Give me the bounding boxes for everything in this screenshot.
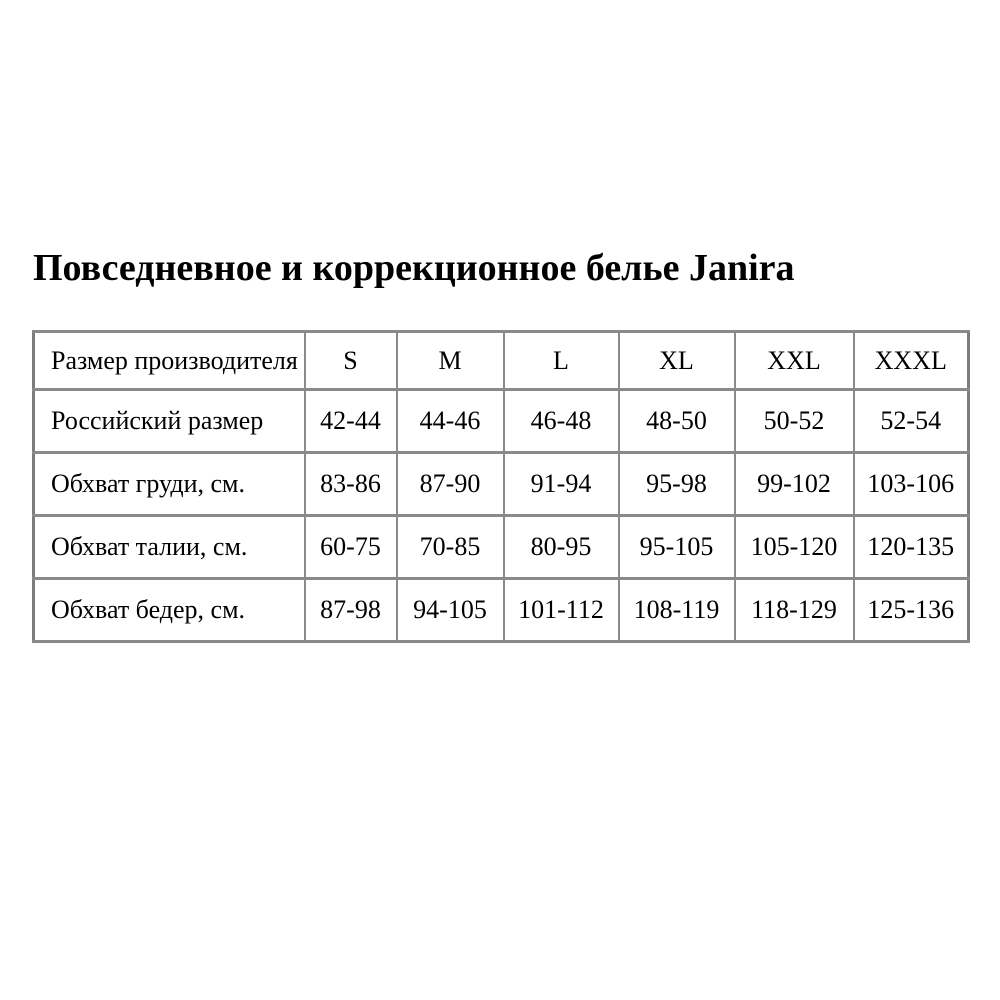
- value-cell: 44-46: [395, 388, 505, 454]
- value-cell: 91-94: [502, 451, 620, 517]
- value-cell: 50-52: [733, 388, 855, 454]
- size-table: Размер производителя S M L XL XXL XXXL Р…: [32, 330, 970, 643]
- value-cell: 70-85: [395, 514, 505, 580]
- value-cell: 118-129: [733, 577, 855, 643]
- size-header-cell-xl: XL: [617, 330, 736, 391]
- value-cell: 60-75: [303, 514, 398, 580]
- row-label-cell: Обхват груди, см.: [32, 451, 306, 517]
- value-cell: 103-106: [852, 451, 970, 517]
- page-title: Повседневное и коррекционное белье Janir…: [33, 247, 795, 289]
- size-header-cell-l: L: [502, 330, 620, 391]
- row-label-cell: Российский размер: [32, 388, 306, 454]
- size-header-cell-s: S: [303, 330, 398, 391]
- value-cell: 87-98: [303, 577, 398, 643]
- value-cell: 80-95: [502, 514, 620, 580]
- value-cell: 87-90: [395, 451, 505, 517]
- value-cell: 95-105: [617, 514, 736, 580]
- value-cell: 94-105: [395, 577, 505, 643]
- value-cell: 101-112: [502, 577, 620, 643]
- value-cell: 108-119: [617, 577, 736, 643]
- table-row-waist: Обхват талии, см. 60-75 70-85 80-95 95-1…: [32, 514, 970, 580]
- value-cell: 95-98: [617, 451, 736, 517]
- row-label-cell: Обхват бедер, см.: [32, 577, 306, 643]
- value-cell: 120-135: [852, 514, 970, 580]
- value-cell: 105-120: [733, 514, 855, 580]
- table-row-chest: Обхват груди, см. 83-86 87-90 91-94 95-9…: [32, 451, 970, 517]
- value-cell: 125-136: [852, 577, 970, 643]
- table-row-russian-size: Российский размер 42-44 44-46 46-48 48-5…: [32, 388, 970, 454]
- value-cell: 99-102: [733, 451, 855, 517]
- value-cell: 52-54: [852, 388, 970, 454]
- header-label-cell: Размер производителя: [32, 330, 306, 391]
- size-header-cell-xxl: XXL: [733, 330, 855, 391]
- value-cell: 46-48: [502, 388, 620, 454]
- size-header-cell-xxxl: XXXL: [852, 330, 970, 391]
- value-cell: 83-86: [303, 451, 398, 517]
- size-header-cell-m: M: [395, 330, 505, 391]
- value-cell: 42-44: [303, 388, 398, 454]
- value-cell: 48-50: [617, 388, 736, 454]
- row-label-cell: Обхват талии, см.: [32, 514, 306, 580]
- header-row: Размер производителя S M L XL XXL XXXL: [32, 330, 970, 391]
- table-row-hips: Обхват бедер, см. 87-98 94-105 101-112 1…: [32, 577, 970, 643]
